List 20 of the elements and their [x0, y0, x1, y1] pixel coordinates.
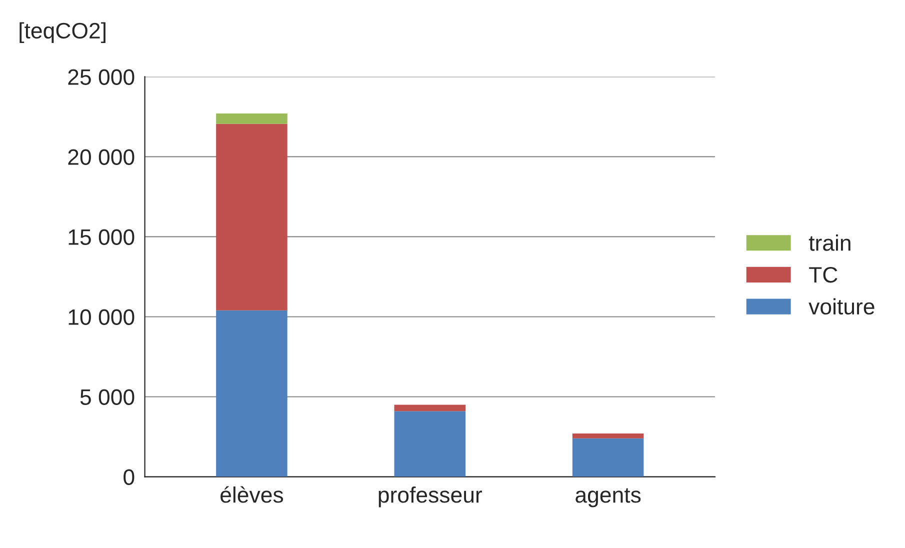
bar	[572, 434, 644, 438]
legend-label: voiture	[808, 298, 874, 315]
y-tick-label: 25 000	[68, 69, 134, 85]
y-tick-label: 10 000	[68, 309, 134, 326]
y-axis-title: [teqCO2]	[20, 22, 106, 43]
bar	[216, 114, 288, 124]
legend-label: TC	[809, 266, 838, 283]
bar	[216, 124, 288, 310]
x-tick-label: professeur	[378, 486, 482, 508]
bar	[216, 310, 288, 477]
bar	[394, 411, 466, 477]
x-tick-label: agents	[576, 488, 641, 508]
x-tick-label: élèves	[220, 486, 284, 503]
bar	[394, 404, 466, 412]
legend-label: train	[808, 234, 850, 251]
y-tick-label: 0	[124, 469, 134, 486]
y-tick-label: 20 000	[68, 149, 134, 165]
y-tick-label: 15 000	[68, 229, 134, 246]
bar	[572, 438, 644, 477]
y-tick-label: 5 000	[80, 389, 134, 406]
